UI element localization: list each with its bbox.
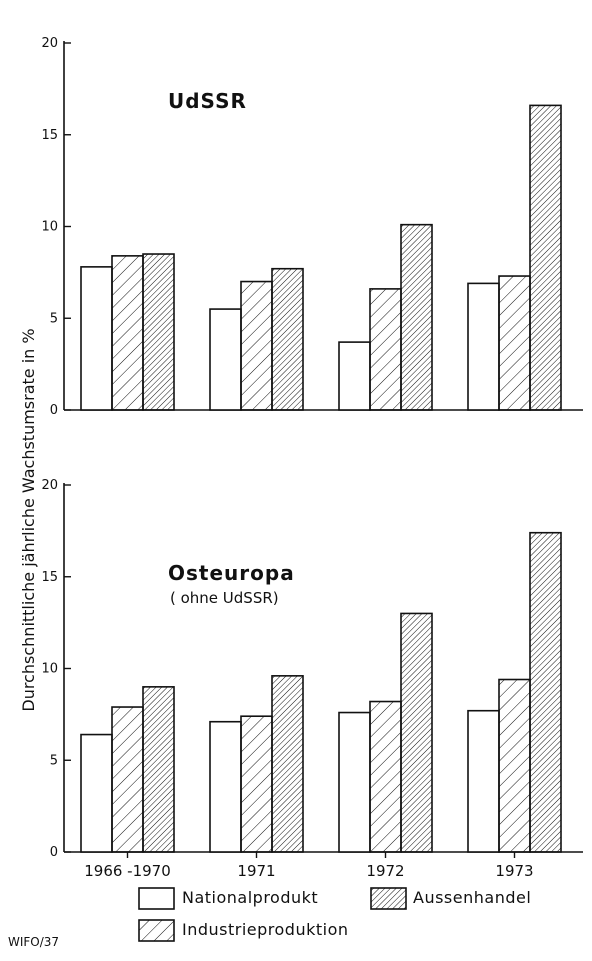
credit-label: WIFO/37 xyxy=(8,935,59,949)
chart-panel-udssr: 0 5 10 15 20 UdSSR xyxy=(41,36,583,418)
bar-nationalprodukt-1966-1970 xyxy=(80,266,113,411)
x-category-label: 1971 xyxy=(237,862,275,880)
bar-industrieproduktion-1972 xyxy=(369,700,402,853)
panel-title: Osteuropa xyxy=(168,561,295,585)
y-tick-label: 10 xyxy=(41,220,58,235)
bar-industrieproduktion-1973 xyxy=(498,678,531,853)
legend-label-nationalprodukt: Nationalprodukt xyxy=(182,888,318,907)
y-tick-label: 15 xyxy=(41,128,58,143)
y-tick-label: 5 xyxy=(50,753,58,768)
y-tick-label: 0 xyxy=(50,403,58,418)
bar-aussenhandel-1966-1970 xyxy=(142,253,175,411)
legend-swatch-industrieproduktion xyxy=(138,919,175,942)
chart-panel-osteuropa: 0 5 10 15 20 1966 -1970 1971 1972 1973 Osteuropa (… xyxy=(41,478,583,880)
bar-industrieproduktion-1973 xyxy=(498,275,531,411)
y-axis-label: Durchschnittliche jährliche Wachstumsrat… xyxy=(19,328,38,711)
bar-aussenhandel-1971 xyxy=(271,267,304,411)
legend-swatch-nationalprodukt xyxy=(138,887,175,910)
bar-industrieproduktion-1971 xyxy=(240,715,273,853)
legend-label-industrieproduktion: Industrieproduktion xyxy=(182,920,349,939)
bar-aussenhandel-1971 xyxy=(271,675,304,853)
legend-swatch-aussenhandel xyxy=(370,887,407,910)
x-category-label: 1972 xyxy=(366,862,404,880)
bar-industrieproduktion-1971 xyxy=(240,280,273,411)
y-tick-label: 20 xyxy=(41,36,58,51)
bar-nationalprodukt-1973 xyxy=(467,709,500,853)
bar-aussenhandel-1972 xyxy=(400,223,433,411)
panel-title: UdSSR xyxy=(168,89,247,113)
panel-subtitle: ( ohne UdSSR) xyxy=(170,589,279,607)
bar-aussenhandel-1972 xyxy=(400,612,433,853)
y-tick-label: 15 xyxy=(41,570,58,585)
bar-nationalprodukt-1973 xyxy=(467,282,500,411)
legend-label-aussenhandel: Aussenhandel xyxy=(413,888,531,907)
y-tick-label: 10 xyxy=(41,662,58,677)
bar-aussenhandel-1966-1970 xyxy=(142,686,175,853)
bar-industrieproduktion-1966-1970 xyxy=(111,706,144,853)
bar-industrieproduktion-1972 xyxy=(369,288,402,411)
legend: Nationalprodukt Aussenhandel Industrieprod… xyxy=(138,887,531,942)
bar-nationalprodukt-1971 xyxy=(209,308,242,411)
bar-nationalprodukt-1966-1970 xyxy=(80,733,113,853)
bar-nationalprodukt-1971 xyxy=(209,720,242,853)
y-tick-label: 5 xyxy=(50,311,58,326)
bar-nationalprodukt-1972 xyxy=(338,711,371,853)
bar-nationalprodukt-1972 xyxy=(338,341,371,411)
x-category-label: 1973 xyxy=(495,862,533,880)
y-tick-label: 20 xyxy=(41,478,58,493)
bar-aussenhandel-1973 xyxy=(529,104,562,411)
x-category-label: 1966 -1970 xyxy=(84,862,171,880)
y-tick-label: 0 xyxy=(50,845,58,860)
bar-industrieproduktion-1966-1970 xyxy=(111,255,144,411)
bar-aussenhandel-1973 xyxy=(529,531,562,853)
